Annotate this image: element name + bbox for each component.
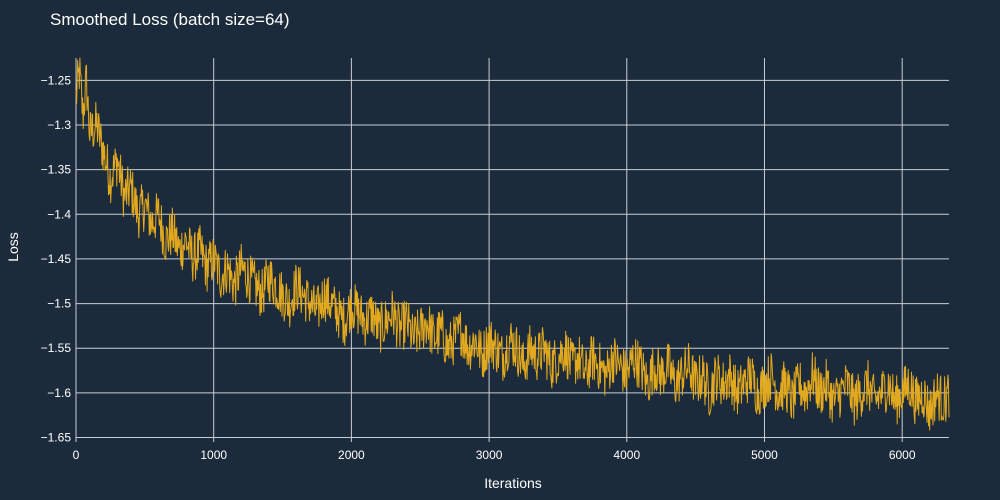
- y-tick-label: −1.35: [41, 163, 72, 177]
- y-axis-ticks: −1.25 −1.3 −1.35 −1.4 −1.45 −1.5 −1.55 −1.6 −1.6…: [41, 73, 72, 444]
- y-tick-label: −1.45: [41, 252, 72, 266]
- y-tick-label: −1.6: [47, 386, 71, 400]
- y-tick-label: −1.5: [47, 297, 71, 311]
- x-tick-label: 2000: [338, 448, 365, 462]
- y-tick-label: −1.4: [47, 207, 71, 221]
- loss-series-line: [75, 57, 950, 431]
- x-tick-label: 3000: [476, 448, 503, 462]
- y-tick-label: −1.65: [41, 431, 72, 445]
- x-tick-label: 5000: [751, 448, 778, 462]
- x-tick-label: 0: [73, 448, 80, 462]
- series-layer: [75, 57, 950, 431]
- x-tick-label: 1000: [200, 448, 227, 462]
- x-tick-label: 4000: [613, 448, 640, 462]
- y-tick-label: −1.25: [41, 73, 72, 87]
- y-axis-label: Loss: [5, 232, 21, 262]
- y-tick-label: −1.3: [47, 118, 71, 132]
- x-tick-label: 6000: [889, 448, 916, 462]
- x-axis-ticks: 0 1000 2000 3000 4000 5000 6000: [73, 448, 916, 462]
- x-axis-label: Iterations: [484, 475, 542, 491]
- y-tick-label: −1.55: [41, 341, 72, 355]
- chart-title: Smoothed Loss (batch size=64): [50, 10, 290, 29]
